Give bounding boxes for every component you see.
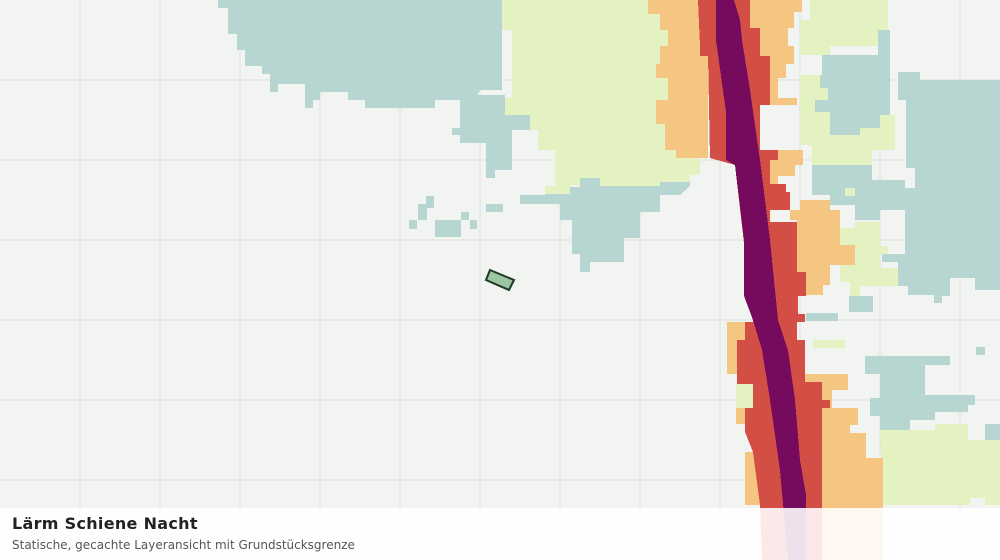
- noise-zone-low: [218, 0, 1000, 501]
- noise-zone-high: [698, 0, 830, 560]
- caption-panel: Lärm Schiene Nacht Statische, gecachte L…: [0, 508, 1000, 560]
- layer-subtitle: Statische, gecachte Layeransicht mit Gru…: [12, 538, 355, 552]
- noise-zone-medium-low: [502, 0, 1000, 505]
- layer-title: Lärm Schiene Nacht: [12, 514, 198, 533]
- noise-zone-very-high: [716, 0, 806, 560]
- parcel-boundary: [484, 268, 516, 292]
- unmapped-gaps: [760, 105, 798, 192]
